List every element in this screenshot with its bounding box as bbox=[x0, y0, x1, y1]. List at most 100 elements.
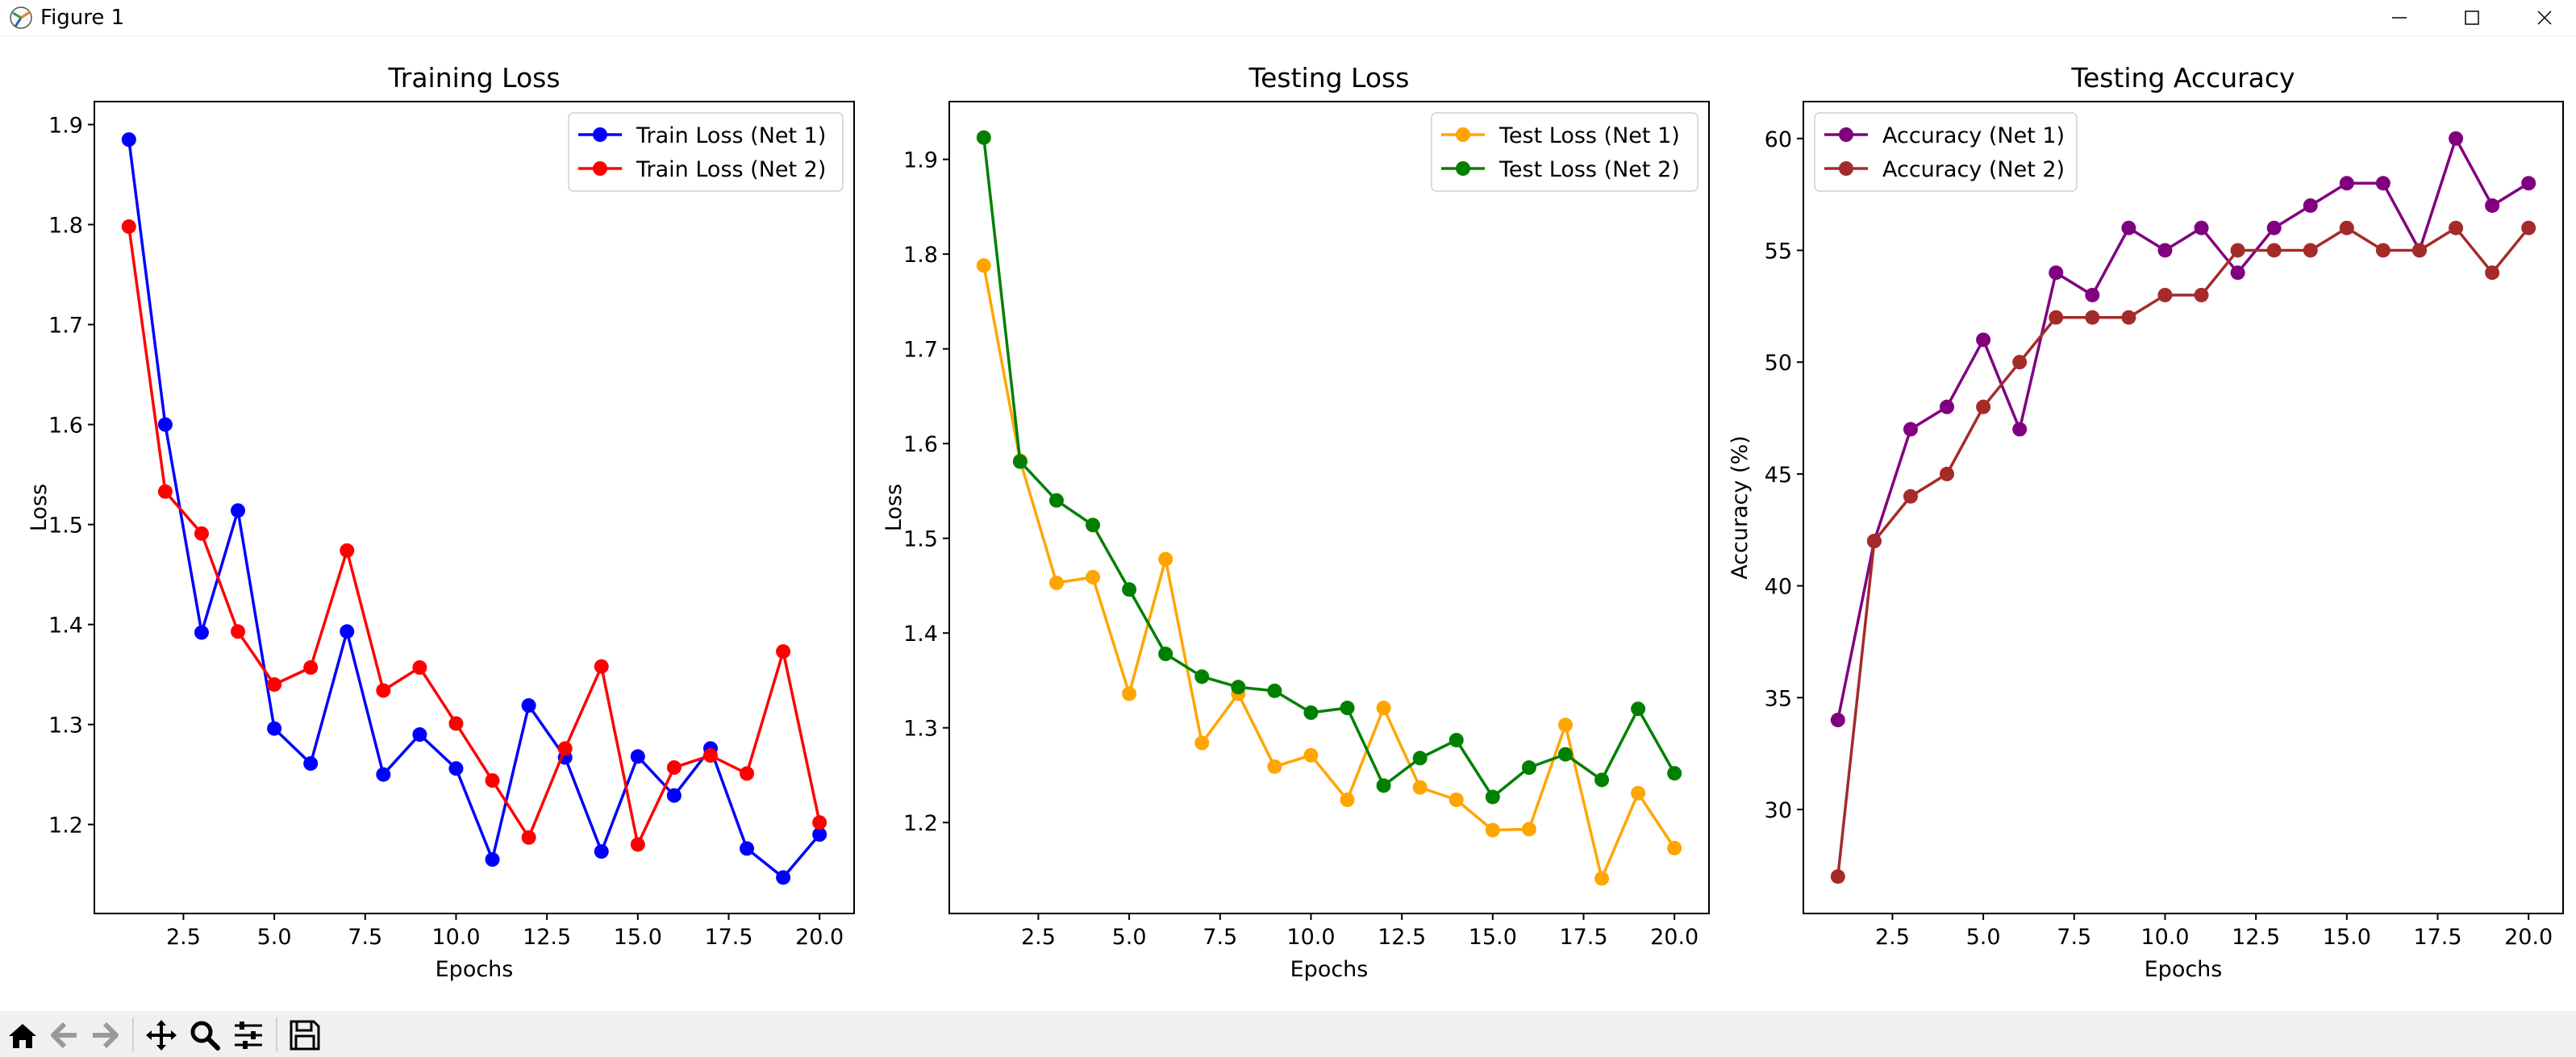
data-point bbox=[2449, 220, 2464, 235]
back-icon bbox=[51, 1022, 77, 1049]
legend: Accuracy (Net 1) Accuracy (Net 2) bbox=[1814, 112, 2078, 192]
data-point bbox=[976, 130, 991, 145]
series-line-1 bbox=[1836, 137, 2530, 721]
data-point bbox=[740, 766, 755, 781]
y-axis-label: Accuracy (%) bbox=[1728, 435, 1753, 580]
data-point bbox=[231, 624, 246, 639]
data-point bbox=[1122, 686, 1137, 701]
y-axis-label: Loss bbox=[882, 484, 907, 531]
chart-title: Testing Accuracy bbox=[2070, 62, 2295, 94]
x-tick-label: 10.0 bbox=[1286, 925, 1335, 950]
legend-marker bbox=[1839, 127, 1853, 142]
legend-marker bbox=[593, 161, 607, 176]
navigation-toolbar bbox=[0, 1011, 2576, 1057]
data-point bbox=[2194, 287, 2209, 302]
y-tick-label: 1.7 bbox=[48, 314, 83, 339]
y-tick-label: 1.6 bbox=[48, 414, 83, 439]
y-tick-label: 1.6 bbox=[903, 432, 938, 457]
data-point bbox=[2121, 220, 2136, 235]
legend-box bbox=[568, 112, 844, 192]
pan-button[interactable] bbox=[144, 1017, 179, 1053]
figure-canvas[interactable]: Training Loss 2.5 5.0 7.5 10.0 12.5 15.0 17.5 20… bbox=[0, 35, 2576, 1011]
y-tick-label: 1.4 bbox=[903, 622, 938, 647]
maximize-button[interactable] bbox=[2436, 0, 2508, 35]
back-button[interactable] bbox=[47, 1017, 82, 1053]
data-point bbox=[2157, 287, 2173, 302]
legend: Train Loss (Net 1) Train Loss (Net 2) bbox=[568, 112, 844, 192]
data-point bbox=[1594, 772, 1610, 788]
data-point bbox=[121, 132, 136, 148]
y-tick-label: 30 bbox=[1765, 798, 1792, 823]
y-tick-label: 55 bbox=[1765, 239, 1792, 264]
window-title: Figure 1 bbox=[40, 6, 125, 30]
y-tick-label: 1.9 bbox=[48, 114, 83, 139]
data-point bbox=[630, 837, 645, 852]
x-axis-label: Epochs bbox=[436, 957, 514, 982]
x-tick-label: 12.5 bbox=[2232, 925, 2280, 950]
window-titlebar: Figure 1 bbox=[0, 0, 2576, 36]
minimize-button[interactable] bbox=[2363, 0, 2436, 35]
x-tick-label: 12.5 bbox=[1378, 925, 1426, 950]
data-point bbox=[303, 755, 319, 771]
save-button[interactable] bbox=[287, 1017, 323, 1053]
data-point bbox=[976, 258, 991, 273]
data-point bbox=[1667, 766, 1682, 781]
data-point bbox=[2049, 310, 2064, 325]
data-point bbox=[1158, 551, 1173, 567]
legend-marker bbox=[1456, 161, 1470, 176]
y-tick-label: 1.4 bbox=[48, 614, 83, 639]
legend: Test Loss (Net 1) Test Loss (Net 2) bbox=[1431, 112, 1699, 192]
data-point bbox=[557, 741, 573, 756]
y-tick-label: 1.3 bbox=[903, 717, 938, 742]
data-point bbox=[2411, 243, 2427, 258]
legend-label: Accuracy (Net 1) bbox=[1882, 123, 2065, 148]
data-point bbox=[157, 484, 173, 499]
forward-icon bbox=[93, 1022, 119, 1049]
data-point bbox=[2012, 355, 2028, 370]
x-tick-label: 7.5 bbox=[2057, 925, 2091, 950]
x-tick-label: 15.0 bbox=[614, 925, 662, 950]
plot-area bbox=[1803, 101, 2564, 914]
data-point bbox=[340, 624, 355, 639]
pan-icon bbox=[146, 1020, 177, 1051]
data-point bbox=[2266, 243, 2282, 258]
x-tick-label: 10.0 bbox=[2140, 925, 2189, 950]
y-axis-label: Loss bbox=[27, 484, 52, 531]
data-point bbox=[1521, 822, 1536, 837]
legend-marker bbox=[593, 127, 607, 142]
data-point bbox=[485, 773, 500, 789]
data-point bbox=[1231, 680, 1246, 695]
charts-svg: Training Loss 2.5 5.0 7.5 10.0 12.5 15.0 17.5 20… bbox=[27, 62, 2564, 982]
data-point bbox=[2449, 131, 2464, 146]
x-tick-label: 17.5 bbox=[2413, 925, 2461, 950]
zoom-button[interactable] bbox=[187, 1017, 223, 1053]
x-axis-label: Epochs bbox=[1290, 957, 1369, 982]
data-point bbox=[1122, 582, 1137, 597]
data-point bbox=[776, 644, 791, 660]
data-point bbox=[812, 827, 827, 843]
y-tick-label: 1.5 bbox=[903, 527, 938, 552]
forward-button[interactable] bbox=[87, 1017, 123, 1053]
home-button[interactable] bbox=[5, 1017, 40, 1053]
data-point bbox=[2085, 287, 2100, 302]
data-point bbox=[1903, 489, 1918, 504]
data-point bbox=[303, 660, 319, 675]
data-point bbox=[1485, 822, 1500, 838]
data-point bbox=[1976, 332, 1991, 347]
x-tick-label: 5.0 bbox=[1112, 925, 1147, 950]
data-point bbox=[267, 721, 282, 736]
legend-label: Test Loss (Net 1) bbox=[1498, 123, 1680, 148]
x-tick-label: 20.0 bbox=[2504, 925, 2553, 950]
data-point bbox=[1521, 760, 1536, 776]
data-point bbox=[1940, 466, 1955, 481]
data-point bbox=[1340, 792, 1355, 807]
y-tick-label: 40 bbox=[1765, 575, 1792, 600]
configure-subplots-button[interactable] bbox=[231, 1017, 266, 1053]
data-point bbox=[740, 841, 755, 856]
close-button[interactable] bbox=[2508, 0, 2576, 35]
data-point bbox=[412, 660, 427, 675]
data-point bbox=[702, 748, 718, 764]
data-point bbox=[1976, 399, 1991, 414]
matplotlib-app-icon bbox=[8, 5, 34, 31]
legend-marker bbox=[1456, 127, 1470, 142]
